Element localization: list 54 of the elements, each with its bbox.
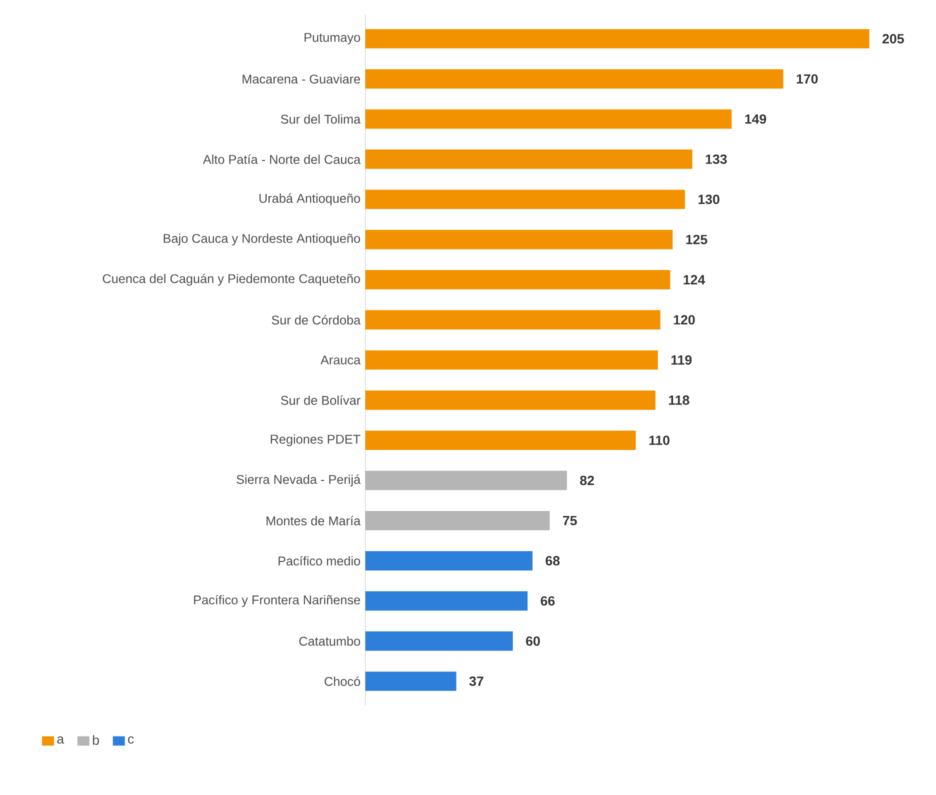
y-tick-label: Regiones PDET	[270, 434, 360, 446]
legend-label: c	[128, 736, 134, 744]
bar	[365, 350, 658, 370]
data-label: 82	[580, 476, 594, 486]
data-label: 170	[796, 74, 818, 84]
bar	[365, 591, 528, 611]
bar	[365, 29, 870, 49]
data-label: 110	[649, 436, 670, 446]
bar	[365, 110, 732, 129]
data-label: 75	[563, 516, 577, 526]
data-label: 205	[882, 34, 904, 44]
data-label: 133	[706, 154, 727, 164]
bar	[365, 551, 533, 571]
y-tick-label: Putumayo	[304, 33, 360, 45]
legend-label: a	[57, 736, 64, 744]
y-tick-label: Montes de María	[266, 516, 361, 526]
bar	[365, 511, 550, 530]
bar	[365, 310, 660, 330]
y-tick-label: Sur de Bolívar	[280, 396, 360, 406]
y-tick-label: Pacífico y Frontera Nariñense	[194, 595, 360, 608]
data-label: 119	[671, 355, 692, 365]
data-label: 124	[684, 275, 706, 285]
y-tick-label: Chocó	[324, 676, 360, 686]
y-tick-label: Sierra Nevada - Perijá	[236, 474, 361, 487]
data-label: 68	[546, 556, 560, 566]
y-tick-label: Urabá Antioqueño	[259, 194, 360, 206]
y-tick-label: Sur de Córdoba	[272, 315, 361, 325]
y-tick-label: Arauca	[320, 356, 361, 365]
data-label: 66	[540, 596, 555, 606]
bar	[365, 270, 670, 290]
bar	[365, 672, 456, 692]
y-tick-label: Sur del Tolima	[280, 114, 361, 124]
bar	[365, 470, 567, 490]
data-label: 149	[745, 114, 766, 124]
data-label: 120	[674, 315, 695, 325]
bar	[365, 430, 636, 450]
bar	[365, 150, 692, 170]
bar	[365, 190, 685, 210]
bar	[365, 230, 673, 250]
data-label: 130	[698, 194, 720, 204]
y-tick-label: Pacífico medio	[278, 556, 360, 566]
y-tick-label: Alto Patía - Norte del Cauca	[202, 154, 361, 164]
bar	[365, 390, 656, 410]
y-tick-label: Macarena - Guaviare	[242, 74, 360, 84]
data-label: 60	[526, 636, 540, 646]
data-label: 118	[668, 396, 690, 406]
legend-label: b	[92, 735, 99, 746]
data-label: 125	[686, 234, 708, 244]
y-tick-label: Catatumbo	[299, 636, 360, 646]
y-tick-label: Bajo Cauca y Nordeste Antioqueño	[164, 234, 360, 246]
bar	[365, 632, 513, 651]
data-label: 37	[469, 676, 484, 686]
bar	[365, 69, 784, 89]
y-tick-label: Cuenca del Caguán y Piedemonte Caqueteño	[102, 274, 360, 286]
